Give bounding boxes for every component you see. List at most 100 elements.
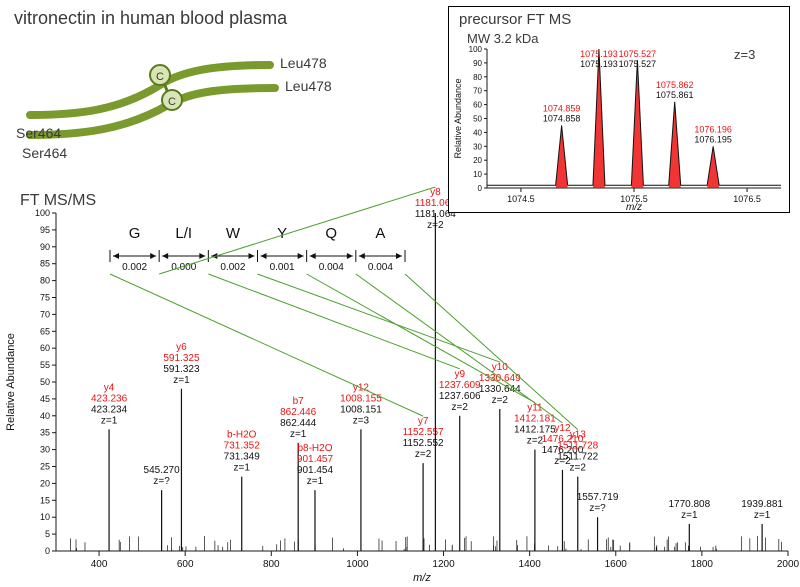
svg-text:y4: y4 xyxy=(104,382,115,393)
svg-text:65: 65 xyxy=(40,326,50,336)
svg-text:1000: 1000 xyxy=(346,559,369,570)
svg-text:z=1: z=1 xyxy=(290,429,307,440)
svg-text:80: 80 xyxy=(40,276,50,286)
svg-text:30: 30 xyxy=(40,445,50,455)
svg-text:1770.808: 1770.808 xyxy=(668,499,710,510)
svg-text:50: 50 xyxy=(40,377,50,387)
svg-text:z=1: z=1 xyxy=(754,510,771,521)
svg-text:z=2: z=2 xyxy=(570,463,587,474)
svg-text:y6: y6 xyxy=(176,342,187,353)
msms-spectrum: 0510152025303540455055606570758085909510… xyxy=(0,185,800,585)
svg-text:591.323: 591.323 xyxy=(163,364,200,375)
svg-text:95: 95 xyxy=(40,225,50,235)
svg-text:1200: 1200 xyxy=(432,559,455,570)
svg-text:y13: y13 xyxy=(570,430,587,441)
svg-text:y7: y7 xyxy=(418,416,429,427)
inset-z: z=3 xyxy=(734,47,755,62)
svg-text:862.446: 862.446 xyxy=(280,407,317,418)
svg-text:423.236: 423.236 xyxy=(91,393,128,404)
svg-text:m/z: m/z xyxy=(626,202,642,212)
svg-text:591.325: 591.325 xyxy=(163,353,200,364)
inset-mw: MW 3.2 kDa xyxy=(467,31,539,46)
residue-leu-1: Leu478 xyxy=(280,55,327,71)
svg-text:80: 80 xyxy=(473,73,482,82)
svg-text:1075.861: 1075.861 xyxy=(656,90,694,100)
svg-text:1075.527: 1075.527 xyxy=(619,49,657,59)
svg-text:1237.606: 1237.606 xyxy=(439,391,481,402)
svg-text:25: 25 xyxy=(40,462,50,472)
svg-text:1330.644: 1330.644 xyxy=(479,384,521,395)
svg-text:100: 100 xyxy=(469,45,483,54)
svg-text:1075.527: 1075.527 xyxy=(619,59,657,69)
svg-text:423.234: 423.234 xyxy=(91,404,128,415)
svg-text:0: 0 xyxy=(478,184,483,193)
svg-text:1074.5: 1074.5 xyxy=(507,194,535,204)
page-title: vitronectin in human blood plasma xyxy=(14,8,287,29)
svg-text:1152.552: 1152.552 xyxy=(403,438,444,449)
svg-text:Relative Abundance: Relative Abundance xyxy=(5,333,17,431)
svg-text:60: 60 xyxy=(40,343,50,353)
svg-text:1075.862: 1075.862 xyxy=(656,80,694,90)
svg-text:35: 35 xyxy=(40,428,50,438)
svg-text:400: 400 xyxy=(91,559,108,570)
svg-text:862.444: 862.444 xyxy=(280,418,317,429)
svg-text:731.349: 731.349 xyxy=(224,452,261,463)
svg-text:z=2: z=2 xyxy=(427,220,444,231)
residue-leu-2: Leu478 xyxy=(285,78,332,94)
svg-text:85: 85 xyxy=(40,259,50,269)
svg-text:b-H2O: b-H2O xyxy=(227,430,257,441)
svg-text:5: 5 xyxy=(45,529,50,539)
svg-text:1076.195: 1076.195 xyxy=(694,134,732,144)
svg-text:1008.155: 1008.155 xyxy=(340,393,382,404)
svg-text:90: 90 xyxy=(473,59,482,68)
svg-text:1400: 1400 xyxy=(519,559,542,570)
svg-text:1800: 1800 xyxy=(691,559,714,570)
svg-text:0: 0 xyxy=(45,546,50,556)
svg-text:y11: y11 xyxy=(527,403,543,414)
residue-ser-2: Ser464 xyxy=(22,145,67,161)
svg-text:1600: 1600 xyxy=(605,559,628,570)
svg-text:45: 45 xyxy=(40,394,50,404)
svg-text:20: 20 xyxy=(40,478,50,488)
svg-text:z=?: z=? xyxy=(153,476,170,487)
svg-text:y10: y10 xyxy=(492,362,509,373)
svg-text:1412.181: 1412.181 xyxy=(514,414,556,425)
svg-text:1075.193: 1075.193 xyxy=(580,59,618,69)
svg-text:901.454: 901.454 xyxy=(297,465,334,476)
inset-title: precursor FT MS xyxy=(459,11,571,28)
svg-text:1939.881: 1939.881 xyxy=(741,499,783,510)
svg-text:1008.151: 1008.151 xyxy=(340,404,382,415)
svg-text:90: 90 xyxy=(40,242,50,252)
svg-text:z=?: z=? xyxy=(589,503,606,514)
svg-text:z=2: z=2 xyxy=(452,402,469,413)
svg-text:15: 15 xyxy=(40,495,50,505)
svg-text:z=2: z=2 xyxy=(492,395,509,406)
svg-text:600: 600 xyxy=(177,559,194,570)
svg-text:545.270: 545.270 xyxy=(144,465,181,476)
svg-text:1074.859: 1074.859 xyxy=(543,103,581,113)
svg-text:z=1: z=1 xyxy=(173,375,190,386)
svg-text:40: 40 xyxy=(473,128,482,137)
svg-text:z=1: z=1 xyxy=(681,510,698,521)
svg-text:50: 50 xyxy=(473,115,482,124)
svg-text:b8-H2O: b8-H2O xyxy=(297,443,332,454)
svg-text:55: 55 xyxy=(40,360,50,370)
svg-text:m/z: m/z xyxy=(413,572,431,584)
svg-text:y9: y9 xyxy=(454,369,465,380)
residue-ser-1: Ser464 xyxy=(16,125,61,141)
svg-text:1076.5: 1076.5 xyxy=(733,194,761,204)
svg-text:100: 100 xyxy=(35,208,50,218)
svg-text:z=1: z=1 xyxy=(101,415,118,426)
svg-text:75: 75 xyxy=(40,293,50,303)
svg-text:30: 30 xyxy=(473,142,482,151)
svg-text:1075.193: 1075.193 xyxy=(580,49,618,59)
svg-text:C: C xyxy=(168,96,176,108)
svg-text:b7: b7 xyxy=(293,396,305,407)
svg-text:10: 10 xyxy=(473,170,482,179)
svg-text:20: 20 xyxy=(473,156,482,165)
svg-text:z=1: z=1 xyxy=(307,476,324,487)
svg-text:z=3: z=3 xyxy=(353,415,370,426)
svg-text:1511.722: 1511.722 xyxy=(557,452,598,463)
svg-text:70: 70 xyxy=(473,87,482,96)
svg-text:60: 60 xyxy=(473,101,482,110)
